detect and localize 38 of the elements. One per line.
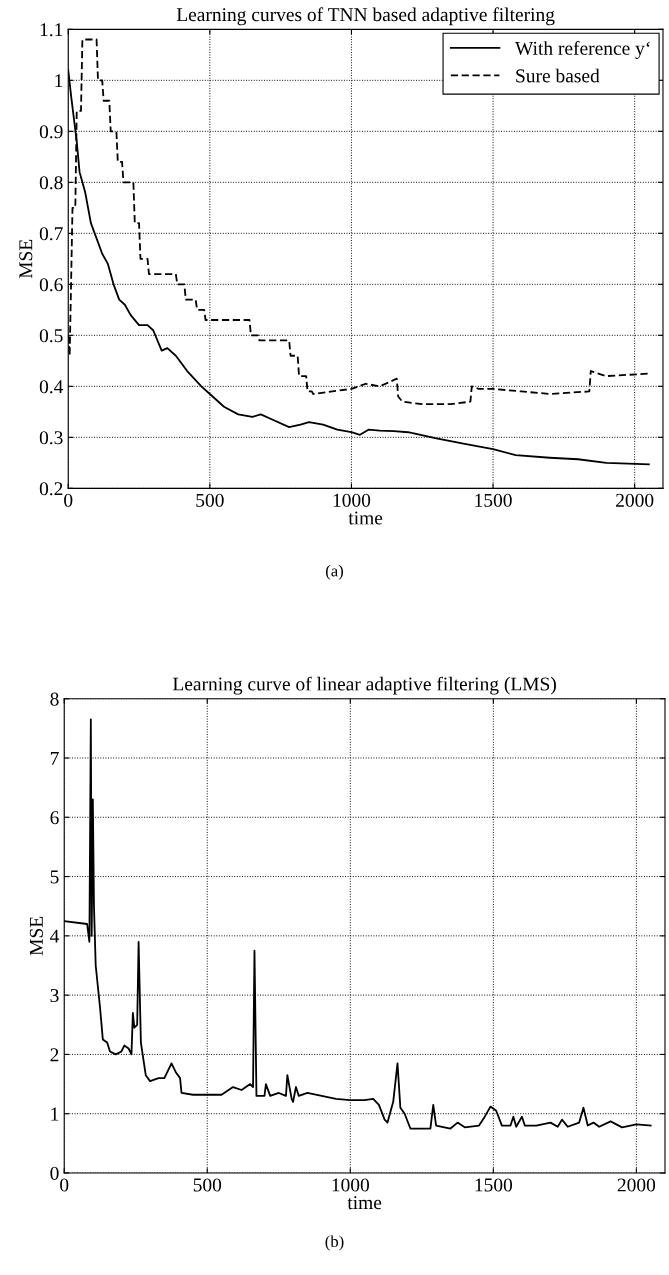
- y-axis-title: MSE: [29, 916, 43, 956]
- text: (a): [325, 564, 344, 580]
- y-axis-title: MSE: [19, 239, 33, 279]
- y-tick-label: 5: [50, 870, 59, 884]
- x-tick-label: 2000: [617, 1178, 656, 1192]
- y-tick-label: 3: [50, 989, 59, 1003]
- chart-title: Learning curves of TNN based adaptive filtering: [176, 7, 555, 26]
- y-tick-label: 0.7: [39, 227, 63, 241]
- x-tick-label: 2000: [616, 493, 654, 507]
- y-tick-label: 0.3: [39, 431, 63, 445]
- x-tick-label: 1500: [475, 493, 512, 507]
- y-tick-label: 1: [51, 1107, 59, 1121]
- x-tick-label: 1500: [475, 1178, 513, 1192]
- y-tick-label: 0.8: [39, 176, 63, 190]
- x-axis-title: time: [348, 511, 383, 525]
- y-tick-label: 0.9: [39, 125, 63, 139]
- y-tick-label: 2: [50, 1048, 59, 1062]
- y-tick-label: 0: [50, 1166, 59, 1180]
- y-tick-label: 8: [50, 692, 59, 706]
- x-tick-label: 500: [196, 493, 224, 507]
- chart-title: Learning curve of linear adaptive filtering (LMS): [172, 676, 556, 695]
- x-axis-title: time: [347, 1196, 382, 1210]
- x-tick-label: 1000: [333, 493, 371, 507]
- text: (b): [325, 1235, 344, 1251]
- y-tick-label: 4: [50, 929, 60, 943]
- y-tick-label: 0.4: [39, 380, 64, 394]
- y-tick-label: 1.1: [40, 23, 63, 37]
- x-tick-label: 1000: [332, 1178, 369, 1192]
- y-tick-label: 1: [55, 74, 63, 88]
- y-tick-label: 0.6: [39, 278, 63, 292]
- y-tick-label: 7: [50, 752, 59, 765]
- legend-label: Sure based: [516, 68, 600, 83]
- x-tick-label: 500: [193, 1178, 222, 1192]
- y-tick-label: 0.5: [39, 329, 63, 343]
- legend-label: With reference y‘: [515, 40, 650, 59]
- y-tick-label: 6: [50, 811, 59, 825]
- y-tick-label: 0.2: [39, 482, 63, 496]
- x-tick-label: 0: [64, 493, 73, 507]
